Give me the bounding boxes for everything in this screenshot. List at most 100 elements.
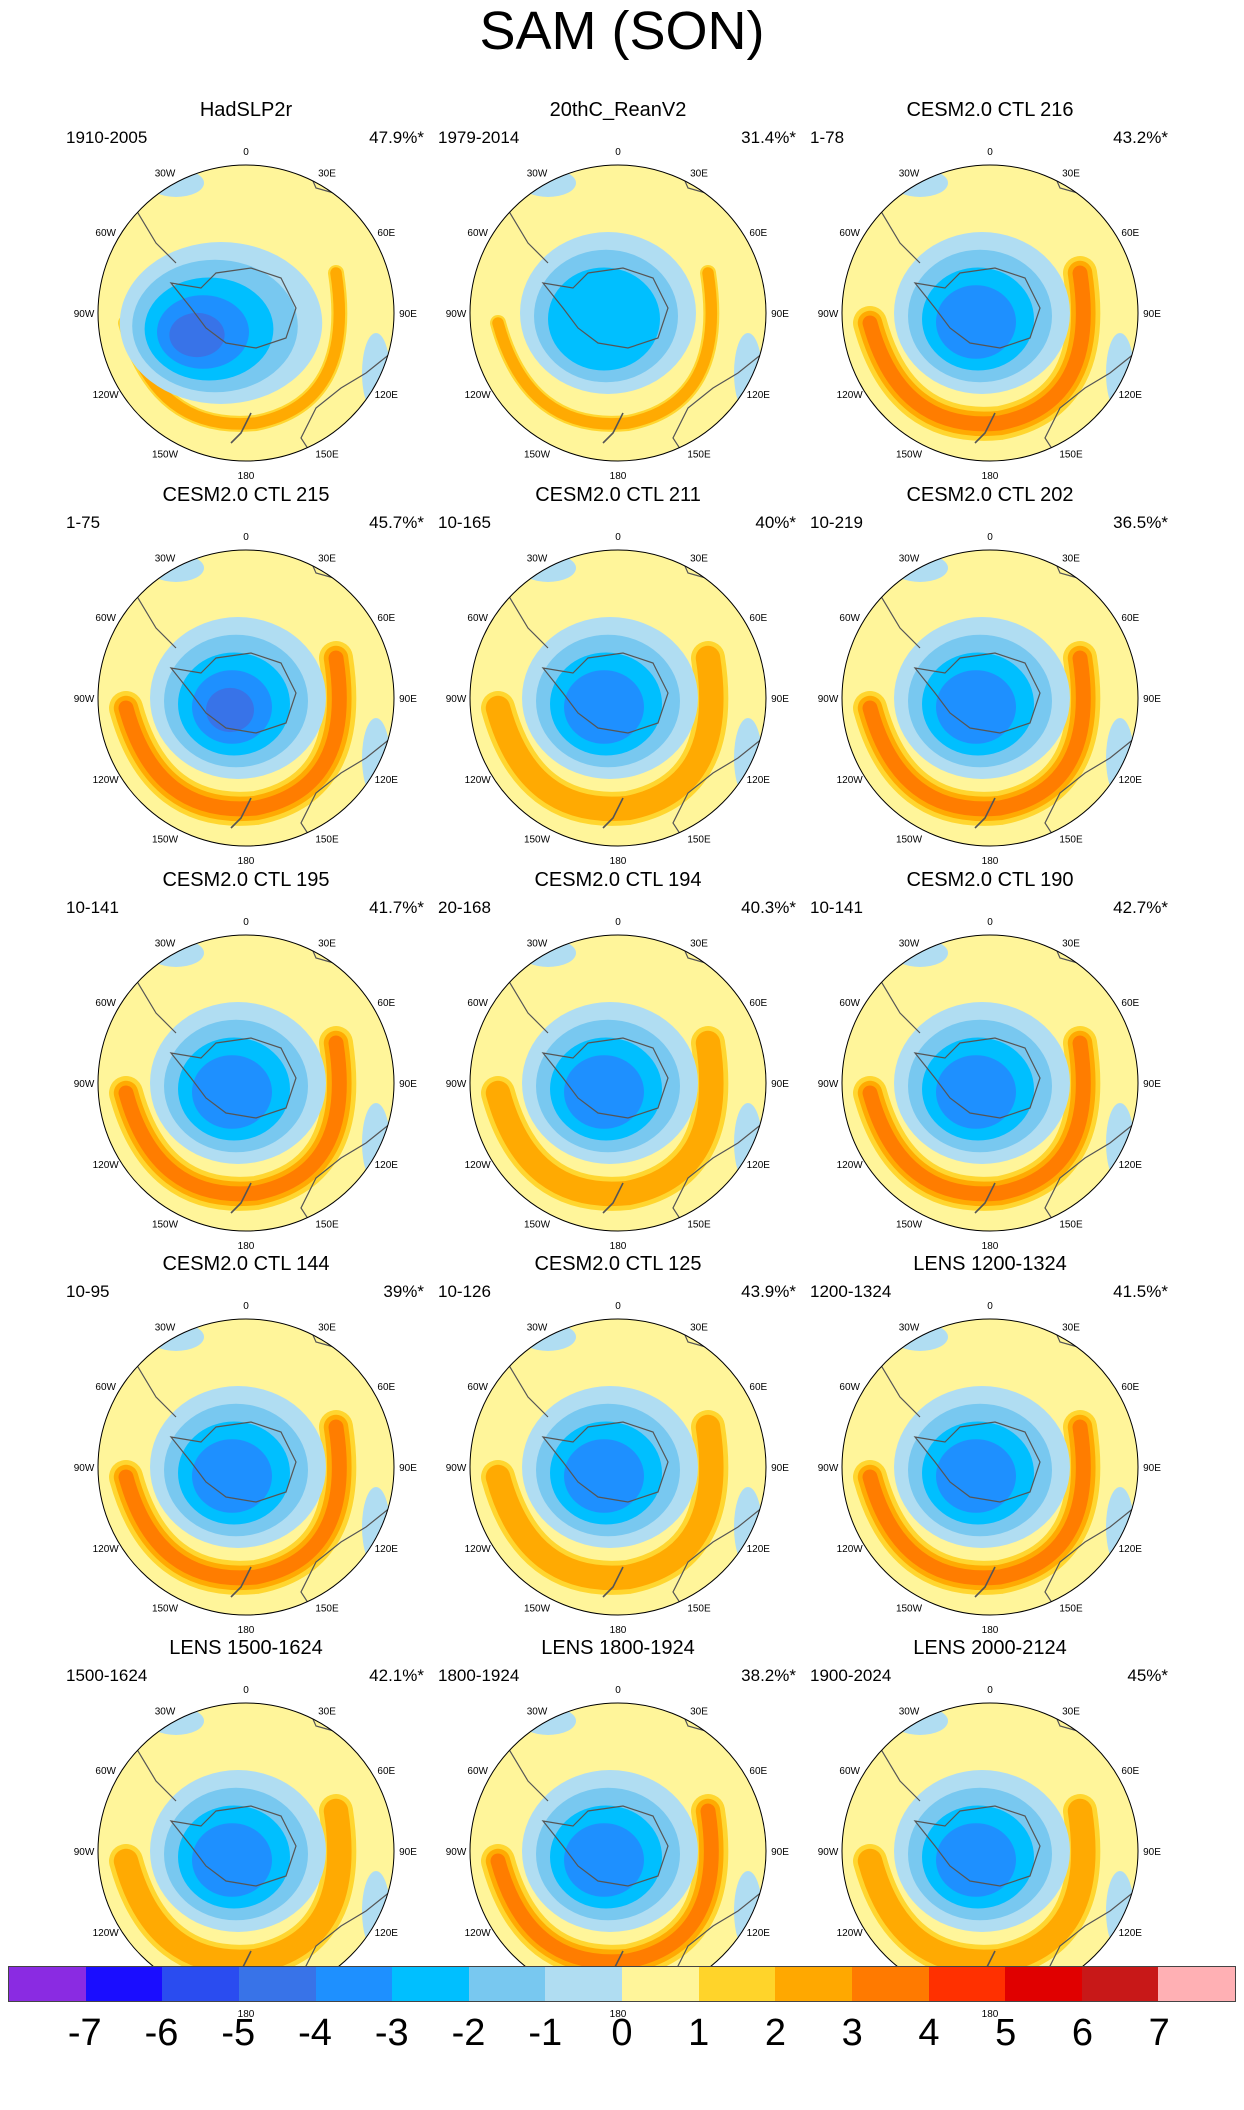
longitude-label: 60E [377,998,395,1009]
positive-anomaly-band [862,650,1091,817]
longitude-label: 30W [899,169,920,180]
colorbar-swatch [622,1967,699,2001]
longitude-label: 60W [467,1382,488,1393]
panel-title: CESM2.0 CTL 144 [162,1253,330,1275]
panel-variance-percent: 45%* [1127,1666,1168,1685]
longitude-label: 150E [687,1603,711,1614]
colorbar-tick-label: 3 [841,2012,863,2054]
australia-coastline [300,1122,392,1231]
map-border [97,164,395,462]
longitude-label: 30E [690,554,708,565]
longitude-label: 120W [837,775,864,786]
longitude-label: 150E [687,449,711,460]
map-border [841,164,1139,462]
longitude-label: 120E [375,1544,399,1555]
longitude-label: 0 [987,532,993,543]
longitude-label: 90W [818,1847,839,1858]
positive-anomaly-band [118,1419,347,1586]
new-zealand-coastline [602,412,624,444]
negative-anomaly-contour [936,1439,1016,1513]
map-panel: HadSLP2r 1910-2005 47.9%* 0 30E 60E 90E 120E 150… [60,98,432,484]
map-border [469,164,767,462]
longitude-label: 150E [1059,449,1083,460]
longitude-label: 120E [1119,1160,1143,1171]
antarctica-coastline [541,1805,669,1887]
positive-anomaly-band [485,645,724,822]
longitude-label: 120W [837,1928,864,1939]
colorbar-swatch [238,1967,316,2001]
longitude-label: 90E [399,1847,417,1858]
longitude-label: 120W [93,390,120,401]
antarctica-coastline [541,1037,669,1119]
longitude-label: 0 [615,1301,621,1312]
longitude-label: 180 [610,856,627,867]
longitude-label: 180 [238,2009,255,2020]
australia-coastline [300,1506,392,1615]
panel-period: 1500-1624 [66,1666,148,1685]
longitude-label: 150W [524,1603,551,1614]
positive-anomaly-band [485,1030,724,1207]
map-panel: CESM2.0 CTL 215 1-75 45.7%* 0 30E 60E 90E 120E 1… [60,483,432,869]
map-border [469,1318,767,1616]
longitude-label: 60E [1121,1382,1139,1393]
longitude-label: 60E [1121,613,1139,624]
longitude-label: 150W [152,449,179,460]
map-panel: CESM2.0 CTL 144 10-95 39%* 0 30E 60E 90E 120E 15… [60,1252,432,1638]
longitude-label: 90W [446,1079,467,1090]
map-panel: CESM2.0 CTL 195 10-141 41.7%* 0 30E 60E 90E 120… [60,868,432,1254]
panel-title: HadSLP2r [199,99,293,121]
longitude-label: 30E [318,939,336,950]
longitude-label: 120E [747,390,771,401]
negative-anomaly-contour [564,1055,644,1129]
longitude-label: 30W [155,939,176,950]
longitude-label: 120W [465,1160,492,1171]
longitude-label: 150E [1059,834,1083,845]
longitude-label: 30E [690,939,708,950]
longitude-label: 120E [747,775,771,786]
longitude-label: 120E [375,1928,399,1939]
longitude-label: 90W [446,1463,467,1474]
longitude-label: 180 [238,1241,255,1252]
longitude-label: 30W [155,554,176,565]
map-border [841,934,1139,1232]
panel-variance-percent: 43.9%* [741,1282,796,1301]
negative-anomaly-contour [564,670,644,744]
panel-title: CESM2.0 CTL 202 [906,484,1074,506]
australia-coastline [300,737,392,846]
panel-period: 1800-1924 [438,1666,520,1685]
longitude-label: 180 [982,1241,999,1252]
longitude-label: 30E [690,1323,708,1334]
antarctica-coastline [913,1421,1041,1503]
antarctica-coastline [169,1421,297,1503]
panel-period: 1900-2024 [810,1666,892,1685]
longitude-label: 180 [982,1625,999,1636]
longitude-label: 60E [1121,228,1139,239]
negative-anomaly-contour [169,312,225,358]
map-panel: CESM2.0 CTL 125 10-126 43.9%* 0 30E 60E 90E 120… [432,1252,804,1638]
panel-title: CESM2.0 CTL 195 [162,869,330,891]
longitude-label: 60W [95,1382,116,1393]
colorbar-swatch [1158,1967,1235,2001]
panel-period: 10-141 [810,898,863,917]
longitude-label: 30W [527,939,548,950]
colorbar-swatch [851,1967,929,2001]
longitude-label: 60E [1121,1766,1139,1777]
longitude-label: 150W [896,834,923,845]
longitude-label: 30W [899,554,920,565]
longitude-label: 150W [896,1219,923,1230]
australia-coastline [1044,737,1136,846]
new-zealand-coastline [974,1182,996,1214]
australia-coastline [672,1122,764,1231]
panel-variance-percent: 45.7%* [369,513,424,532]
new-zealand-coastline [602,797,624,829]
longitude-label: 90W [446,309,467,320]
negative-anomaly-contour [564,1823,644,1897]
panel-variance-percent: 38.2%* [741,1666,796,1685]
longitude-label: 180 [238,856,255,867]
longitude-label: 90E [399,1079,417,1090]
map-panel: CESM2.0 CTL 211 10-165 40%* 0 30E 60E 90E 120E 1… [432,483,804,869]
colorbar-tick-label: -4 [298,2012,332,2054]
